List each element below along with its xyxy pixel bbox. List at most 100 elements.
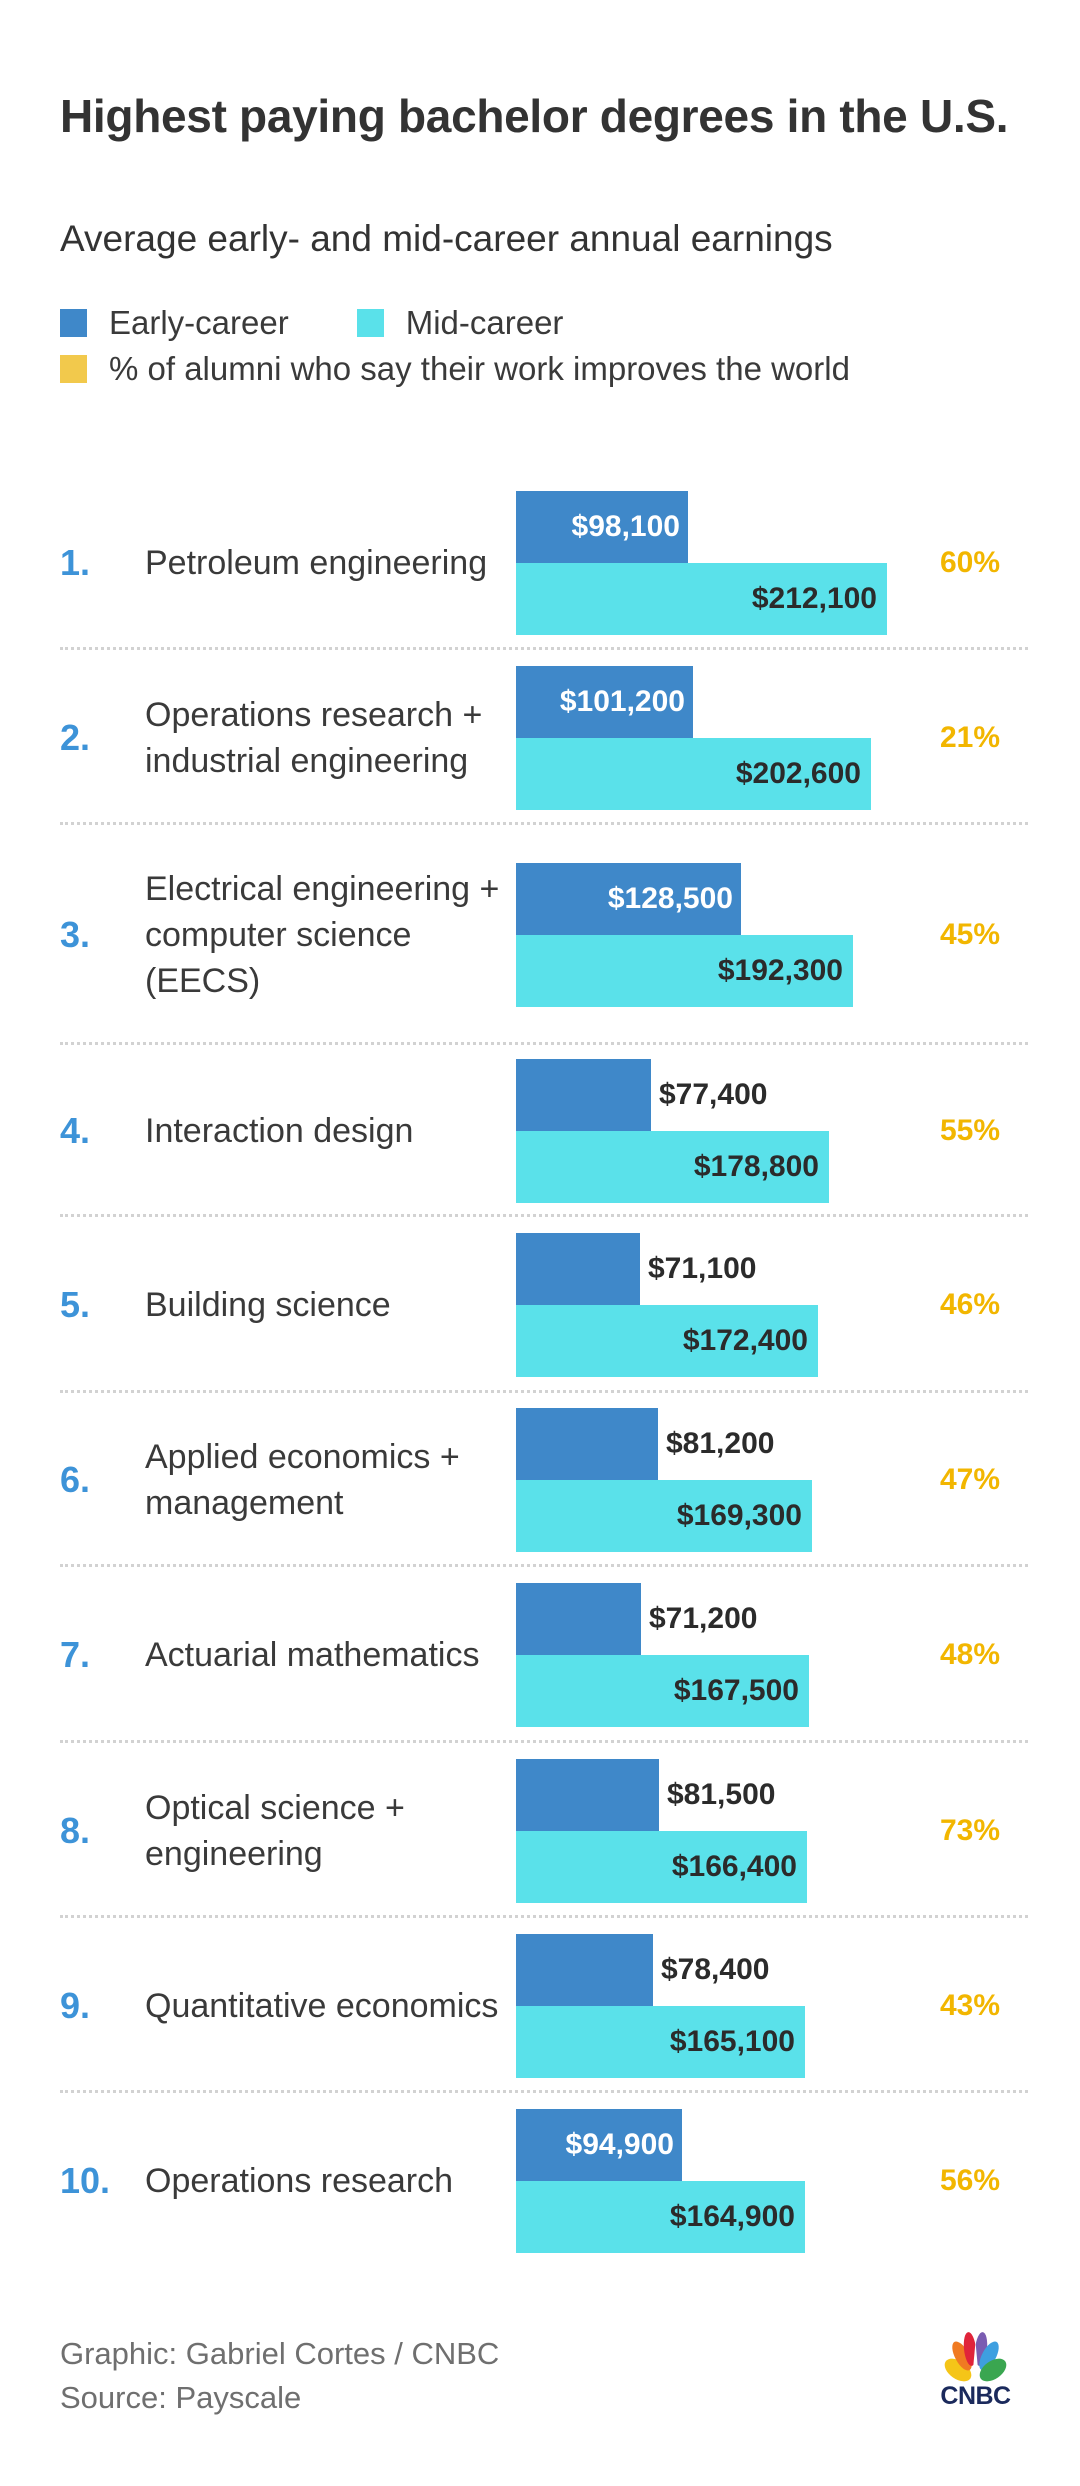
row-divider — [60, 1390, 1028, 1393]
row-divider — [60, 1042, 1028, 1045]
percent-alumni-value: 48% — [939, 1638, 1001, 1671]
bar-group: $94,900 $164,900 — [516, 2108, 916, 2253]
degree-label: Operations research — [145, 2161, 454, 2200]
early-career-bar — [516, 1059, 651, 1131]
row-divider — [60, 1915, 1028, 1918]
legend-item-percent-alumni: % of alumni who say their work improves … — [60, 346, 869, 392]
percent-alumni-value: 21% — [939, 720, 1001, 754]
rank-number: 3. — [60, 914, 91, 955]
mid-career-bar — [516, 1480, 812, 1552]
mid-career-value-label: $178,800 — [693, 1150, 819, 1183]
percent-alumni-value: 46% — [939, 1288, 1001, 1321]
table-row: 4. Interaction design $77,400 $178,800 55% — [0, 1045, 1080, 1217]
row-divider — [60, 1564, 1028, 1567]
percent-alumni-value: 45% — [939, 918, 1001, 951]
footer: Graphic: Gabriel Cortes / CNBC Source: P… — [60, 2332, 499, 2420]
table-row: 1. Petroleum engineering $98,100 $212,100 60… — [0, 475, 1080, 650]
legend-item-early-career: Early-career — [60, 300, 289, 346]
mid-career-value-label: $202,600 — [735, 756, 861, 790]
chart-subtitle: Average early- and mid-career annual ear… — [60, 218, 833, 259]
table-row: 7. Actuarial mathematics $71,200 $167,500 48… — [0, 1567, 1080, 1743]
row-divider — [60, 647, 1028, 650]
percent-alumni-value: 47% — [939, 1463, 1001, 1496]
bar-group: $98,100 $212,100 — [516, 490, 916, 635]
cnbc-logo: CNBC — [928, 2332, 1023, 2412]
early-career-value-label: $101,200 — [559, 684, 685, 718]
degree-label: Actuarial mathematics — [145, 1636, 480, 1674]
table-row: 8. Optical science + engineering $81,500 $1… — [0, 1743, 1080, 1918]
early-career-value-label: $78,400 — [661, 1952, 770, 1986]
rank-number: 2. — [60, 716, 91, 758]
mid-career-bar — [516, 1305, 818, 1377]
chart-rows: 1. Petroleum engineering $98,100 $212,100 60… — [0, 475, 1080, 2268]
early-career-bar — [516, 1233, 640, 1305]
legend-item-mid-career: Mid-career — [356, 300, 564, 346]
rank-number: 10. — [60, 2159, 111, 2201]
bar-group: $71,100 $172,400 — [516, 1233, 916, 1377]
percent-alumni-value: 55% — [939, 1114, 1001, 1147]
bar-group: $77,400 $178,800 — [516, 1059, 916, 1203]
peacock-icon — [944, 2332, 1007, 2382]
legend-label: Mid-career — [405, 304, 564, 341]
mid-career-bar — [516, 2005, 805, 2078]
mid-career-value-label: $192,300 — [717, 954, 843, 987]
rank-number: 5. — [60, 1284, 91, 1325]
early-career-bar — [516, 1408, 658, 1480]
rank-number: 1. — [60, 541, 91, 583]
graphic-credit: Graphic: Gabriel Cortes / CNBC — [60, 2336, 500, 2371]
early-career-value-label: $71,100 — [648, 1252, 757, 1285]
early-career-value-label: $81,500 — [667, 1777, 776, 1811]
early-career-bar — [516, 665, 693, 738]
early-career-value-label: $81,200 — [666, 1427, 775, 1460]
table-row: 3. Electrical engineering + computer scie… — [0, 825, 1080, 1045]
early-career-bar — [516, 2108, 682, 2181]
degree-label: Quantitative economics — [145, 1986, 499, 2025]
legend: Early-career Mid-career % of alumni who … — [60, 300, 960, 438]
row-divider — [60, 1740, 1028, 1743]
bar-group: $71,200 $167,500 — [516, 1583, 916, 1727]
rank-number: 7. — [60, 1634, 91, 1675]
source-note: Source: Payscale — [60, 2380, 302, 2415]
early-career-value-label: $98,100 — [571, 509, 680, 543]
row-divider — [60, 822, 1028, 825]
table-row: 9. Quantitative economics $78,400 $165,100 4… — [0, 1918, 1080, 2093]
mid-career-value-label: $169,300 — [676, 1499, 802, 1532]
percent-alumni-value: 56% — [939, 2163, 1001, 2197]
bar-group: $128,500 $192,300 — [516, 863, 916, 1007]
rank-number: 4. — [60, 1110, 91, 1151]
legend-label: Early-career — [109, 304, 289, 341]
percent-alumni-value: 60% — [939, 545, 1001, 579]
mid-career-value-label: $166,400 — [671, 1849, 797, 1883]
early-career-value-label: $94,900 — [565, 2127, 674, 2161]
legend-label: % of alumni who say their work improves … — [109, 350, 850, 387]
early-career-bar — [516, 490, 688, 563]
bar-group: $81,200 $169,300 — [516, 1408, 916, 1552]
percent-alumni-value: 43% — [939, 1988, 1001, 2022]
degree-label: Building science — [145, 1286, 391, 1324]
mid-career-bar — [516, 1131, 829, 1203]
row-divider — [60, 2090, 1028, 2093]
percent-alumni-swatch — [60, 355, 87, 383]
mid-career-value-label: $165,100 — [669, 2024, 795, 2058]
percent-alumni-value: 73% — [939, 1813, 1001, 1847]
mid-career-value-label: $212,100 — [751, 581, 877, 615]
early-career-bar — [516, 1933, 653, 2006]
early-career-value-label: $71,200 — [649, 1602, 758, 1635]
mid-career-bar — [516, 1830, 807, 1903]
mid-career-swatch — [356, 309, 384, 337]
table-row: 6. Applied economics + management $81,200 $… — [0, 1393, 1080, 1567]
early-career-bar — [516, 1758, 659, 1831]
degree-label: Petroleum engineering — [145, 543, 488, 582]
mid-career-bar — [516, 737, 871, 810]
early-career-swatch — [60, 309, 87, 337]
table-row: 10. Operations research $94,900 $164,900 56% — [0, 2093, 1080, 2268]
bar-group: $101,200 $202,600 — [516, 665, 916, 810]
early-career-bar — [516, 1583, 641, 1655]
degree-label: Electrical engineering + computer scienc… — [145, 870, 500, 1000]
chart-title: Highest paying bachelor degrees in the U… — [60, 90, 1009, 142]
bar-group: $78,400 $165,100 — [516, 1933, 916, 2078]
mid-career-bar — [516, 1655, 809, 1727]
early-career-bar — [516, 863, 741, 935]
rank-number: 6. — [60, 1459, 91, 1500]
row-divider — [60, 1214, 1028, 1217]
